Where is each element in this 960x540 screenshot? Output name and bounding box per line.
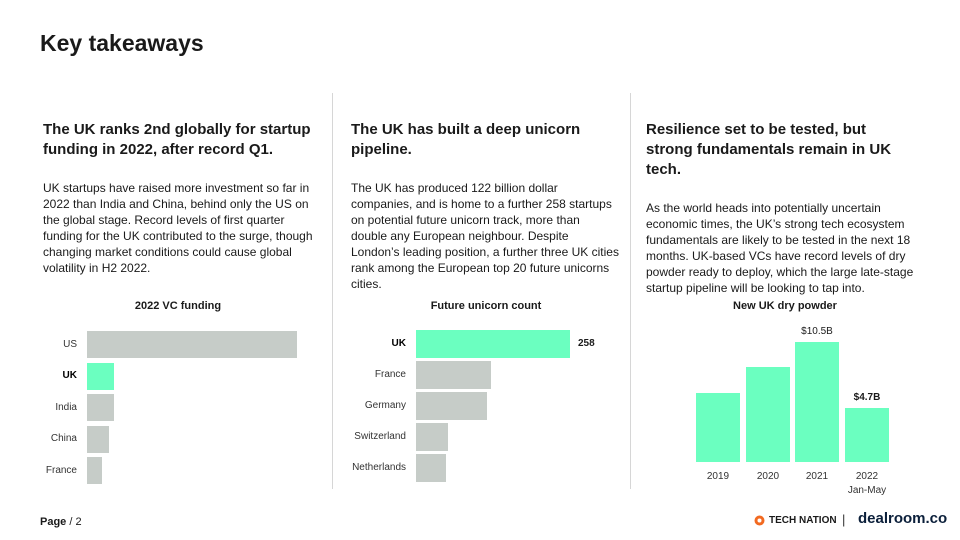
bar-value-label: $4.7B: [853, 392, 881, 404]
takeaway-heading: Resilience set to be tested, but strong …: [646, 121, 892, 178]
bar-label: Switzerland: [354, 431, 406, 442]
tick-label: 2019: [706, 471, 730, 482]
bar: [416, 392, 488, 420]
page-label: Page: [40, 516, 67, 528]
page-number: / 2: [69, 516, 82, 528]
bar: [87, 362, 115, 390]
bar: [87, 457, 102, 484]
bar: [696, 393, 740, 462]
bar: [795, 342, 839, 462]
bar: [845, 408, 889, 462]
page-indicator: Page / 2: [40, 516, 82, 528]
bar-label: India: [55, 401, 77, 413]
takeaway-column-2: The UK has built a deep unicorn pipeline…: [351, 120, 619, 292]
takeaway-column-1: The UK ranks 2nd globally for startup fu…: [43, 120, 318, 276]
takeaway-column-3: Resilience set to be tested, but strong …: [646, 120, 916, 296]
bar: [416, 361, 491, 389]
tick-label: 2022: [855, 471, 879, 482]
bar-label: UK: [391, 338, 406, 349]
bar: [87, 331, 297, 358]
page-title: Key takeaways: [40, 30, 204, 56]
column-divider: [630, 93, 631, 489]
chart-title: Future unicorn count: [430, 300, 542, 312]
bar: [746, 367, 790, 462]
tick-sublabel: Jan-May: [847, 485, 887, 496]
bar-value-label: 258: [578, 338, 595, 349]
tech-nation-logo: TECH NATION: [754, 515, 837, 526]
tech-nation-wordmark: TECH NATION: [769, 515, 837, 526]
bar: [87, 394, 115, 421]
bar: [416, 454, 447, 482]
chart-title: 2022 VC funding: [134, 300, 222, 312]
bar: [87, 425, 110, 453]
bar: [416, 330, 570, 358]
bar-label: China: [50, 433, 77, 444]
bar-label: US: [63, 338, 77, 350]
bar-value-label: $10.5B: [801, 326, 833, 337]
takeaway-heading: The UK has built a deep unicorn pipeline…: [351, 121, 581, 158]
bar-label: Netherlands: [352, 462, 406, 473]
takeaway-body: UK startups have raised more investment …: [43, 181, 313, 275]
bar-label: Germany: [364, 400, 406, 411]
column-divider: [332, 93, 333, 489]
bar: [416, 423, 448, 451]
tick-label: 2020: [756, 471, 780, 482]
tech-nation-icon: [754, 515, 765, 526]
bar-label: France: [374, 369, 406, 380]
logo-separator: |: [842, 512, 846, 527]
takeaway-heading: The UK ranks 2nd globally for startup fu…: [43, 121, 311, 158]
bar-label: France: [45, 464, 77, 476]
tick-label: 2021: [805, 471, 829, 482]
takeaway-body: The UK has produced 122 billion dollar c…: [351, 181, 619, 291]
dealroom-logo: dealroom.co: [858, 510, 948, 527]
takeaway-body: As the world heads into potentially unce…: [646, 201, 914, 295]
bar-label: UK: [62, 370, 77, 381]
chart-title: New UK dry powder: [733, 300, 837, 312]
